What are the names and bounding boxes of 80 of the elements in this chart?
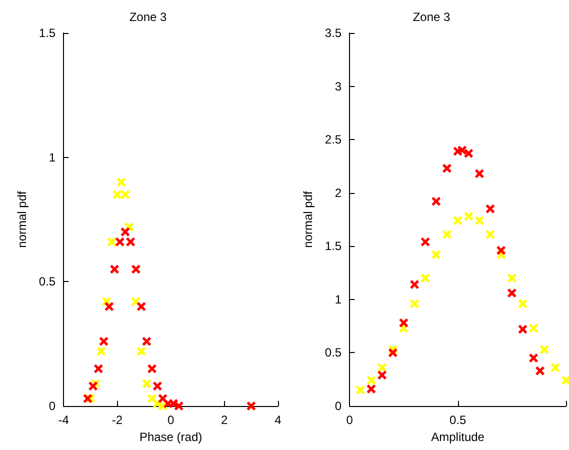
point xyxy=(131,264,140,274)
point xyxy=(388,348,398,358)
point xyxy=(464,148,474,158)
point xyxy=(420,237,430,246)
point xyxy=(486,230,495,239)
point xyxy=(496,246,506,255)
x-axis-title: Amplitude xyxy=(431,430,485,444)
point xyxy=(442,164,452,173)
point xyxy=(507,274,516,283)
point xyxy=(96,346,106,356)
x-tick-label: 4 xyxy=(274,413,282,427)
point xyxy=(110,264,120,274)
point xyxy=(410,280,420,290)
point xyxy=(432,250,441,260)
point xyxy=(550,363,560,372)
point xyxy=(518,299,528,308)
point xyxy=(104,302,114,312)
x-tick-label: 0.5 xyxy=(449,413,466,427)
point xyxy=(507,288,516,298)
x-tick-label: 0 xyxy=(346,413,354,427)
point xyxy=(420,274,430,283)
y-axis-title: normal pdf xyxy=(301,190,315,248)
y-tick-label: 3.5 xyxy=(324,26,342,40)
x-tick-label: 0 xyxy=(167,413,174,427)
point xyxy=(410,299,420,308)
point xyxy=(88,382,98,391)
y-tick-label: 0.5 xyxy=(38,274,56,289)
y-tick-label: 1.5 xyxy=(38,26,56,40)
point xyxy=(174,402,184,410)
point xyxy=(432,196,441,206)
point xyxy=(366,384,376,394)
point xyxy=(366,376,376,385)
point xyxy=(399,318,408,328)
point xyxy=(116,178,126,187)
point xyxy=(442,230,452,239)
point xyxy=(540,345,549,354)
point xyxy=(112,190,122,200)
y-tick-label: 1 xyxy=(334,292,342,306)
y-tick-label: 3 xyxy=(334,79,342,94)
point xyxy=(152,382,162,391)
point xyxy=(356,386,365,395)
point xyxy=(120,190,130,200)
point xyxy=(126,237,136,246)
point xyxy=(529,324,538,333)
point xyxy=(378,363,387,372)
point xyxy=(107,237,116,246)
chart-title: Zone 3 xyxy=(412,10,451,24)
point xyxy=(142,336,152,346)
y-tick-label: 2.5 xyxy=(324,132,342,147)
point xyxy=(529,354,538,363)
point xyxy=(136,346,146,356)
chart-title: Zone 3 xyxy=(129,10,168,24)
point xyxy=(453,216,462,226)
point xyxy=(474,169,484,178)
x-tick-label: -4 xyxy=(58,413,70,427)
y-axis-title: normal pdf xyxy=(15,190,29,248)
point xyxy=(120,227,130,236)
y-tick-label: 0 xyxy=(334,399,342,413)
y-tick-label: 2 xyxy=(334,186,342,200)
y-tick-label: 1 xyxy=(48,150,56,164)
point xyxy=(378,370,387,380)
point xyxy=(136,302,146,312)
x-axis-title: Phase (rad) xyxy=(139,430,202,444)
y-tick-label: 1.5 xyxy=(324,239,342,254)
y-tick-label: 0.5 xyxy=(324,346,342,360)
point xyxy=(83,394,92,404)
point xyxy=(458,146,467,155)
y-tick-label: 0 xyxy=(48,399,56,413)
point xyxy=(486,204,495,214)
point xyxy=(99,336,108,346)
point xyxy=(148,364,157,374)
point xyxy=(474,216,484,226)
point xyxy=(536,366,545,376)
x-tick-label: 2 xyxy=(221,413,228,427)
point xyxy=(464,212,474,221)
point xyxy=(142,379,152,388)
point xyxy=(94,364,103,374)
x-tick-label: -2 xyxy=(112,413,123,427)
point xyxy=(115,237,124,246)
point xyxy=(518,324,528,334)
